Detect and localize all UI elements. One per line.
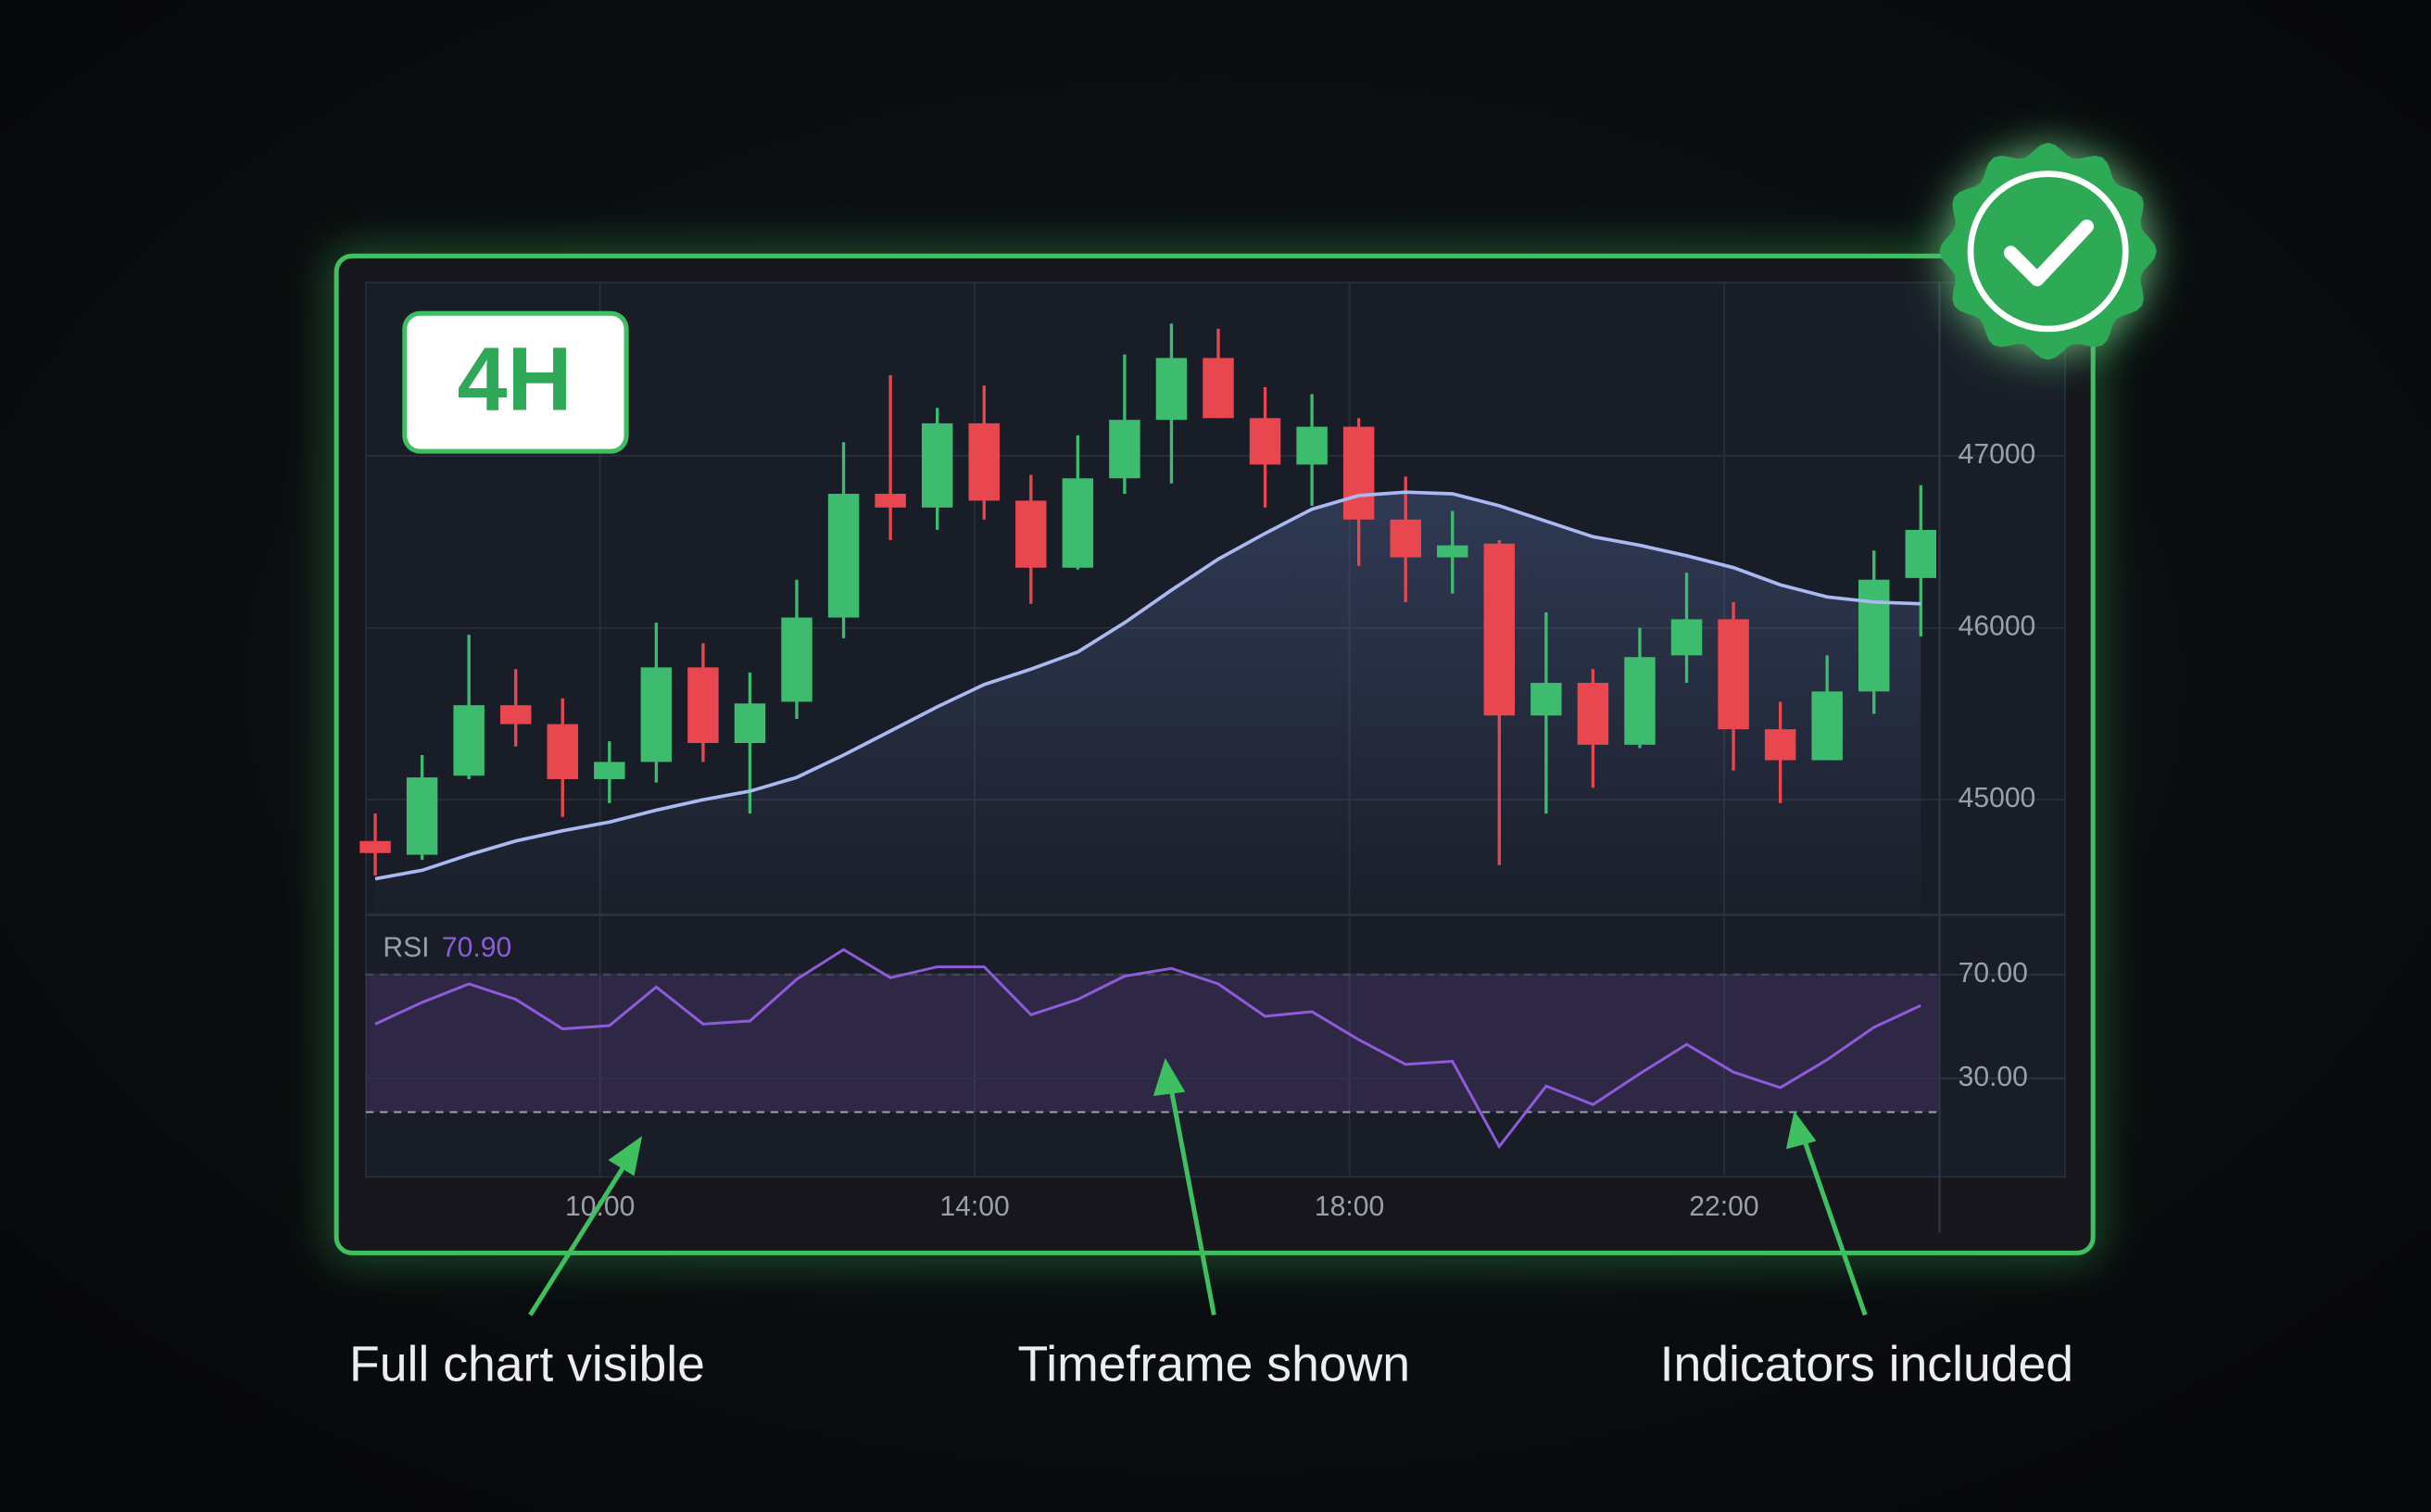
candle-body	[875, 493, 906, 508]
timeframe-badge	[402, 310, 629, 454]
candle-body	[1203, 358, 1234, 419]
rsi-tick-label: 70.00	[1959, 958, 2028, 989]
candle-body	[1483, 543, 1516, 716]
x-tick-label: 22:00	[1689, 1191, 1758, 1222]
candle-body	[921, 422, 953, 508]
candle-body	[968, 422, 1000, 501]
candle-body	[687, 667, 719, 743]
candle-body	[1577, 683, 1609, 745]
candle-body	[1811, 691, 1843, 761]
ma-area	[374, 492, 1921, 915]
candle-body	[1062, 478, 1094, 568]
candle-body	[1718, 619, 1749, 730]
rsi-name: RSI	[383, 932, 429, 963]
y-tick-label: 45000	[1959, 783, 2036, 813]
candle-body	[640, 667, 673, 762]
y-tick-label: 46000	[1959, 611, 2036, 642]
x-tick-label: 18:00	[1315, 1191, 1384, 1222]
annotation: Full chart visible	[349, 1337, 705, 1392]
candle-body	[1670, 619, 1703, 656]
candle-body	[1015, 500, 1047, 568]
candle-body	[1342, 426, 1375, 520]
moving-average	[374, 490, 1921, 881]
rsi-band	[365, 974, 1940, 1113]
rsi-line	[374, 948, 1921, 1150]
arrow-head	[1785, 1111, 1817, 1150]
annotation: Indicators included	[1660, 1337, 2074, 1392]
timeframe-label: 4H	[458, 329, 573, 430]
candle-body	[1530, 683, 1562, 716]
candle-body	[1249, 418, 1281, 465]
chart-layer: 10:0014:0018:0022:0045000460004700070.00…	[359, 282, 2066, 1222]
check-mark	[2003, 219, 2095, 286]
candle-body	[1858, 579, 1890, 692]
y-tick-label: 47000	[1959, 439, 2036, 470]
candle-body	[453, 705, 485, 776]
candle-body	[827, 493, 860, 618]
candle-body	[1437, 545, 1468, 558]
arrow	[1800, 1136, 1868, 1317]
annotation: Timeframe shown	[1018, 1337, 1411, 1392]
candle-body	[1296, 426, 1328, 465]
arrow-head	[608, 1136, 643, 1177]
arrow	[1168, 1085, 1216, 1316]
candle-body	[406, 777, 438, 855]
candle-body	[1390, 519, 1421, 558]
candle-body	[1764, 729, 1796, 761]
candle-body	[1155, 358, 1188, 421]
candle-body	[1624, 657, 1656, 745]
candle-body	[499, 705, 532, 724]
rsi-value: 70.90	[442, 932, 511, 963]
candle-body	[1905, 529, 1937, 578]
rsi-tick-label: 30.00	[1959, 1062, 2028, 1092]
candle-body	[359, 840, 391, 853]
candle-body	[1109, 420, 1140, 479]
arrow	[528, 1158, 630, 1317]
arrow-head	[1153, 1058, 1186, 1096]
seal-ring	[1967, 170, 2129, 333]
candle-body	[734, 703, 766, 743]
x-tick-label: 14:00	[939, 1191, 1009, 1222]
candle-body	[594, 762, 625, 779]
candle-body	[781, 617, 812, 702]
check-badge	[1939, 143, 2157, 360]
arrows	[528, 1058, 1868, 1317]
candle-body	[547, 724, 578, 779]
